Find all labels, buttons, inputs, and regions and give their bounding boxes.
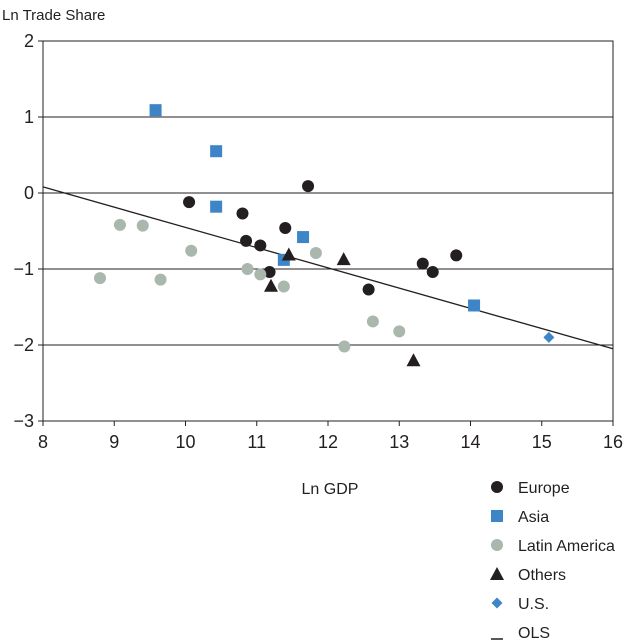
europe-point bbox=[279, 221, 292, 234]
u-s-point bbox=[543, 331, 555, 343]
legend-label-u-s: U.S. bbox=[518, 596, 549, 613]
europe-point bbox=[362, 283, 375, 296]
legend-marker-latin-america bbox=[491, 539, 503, 551]
ols-line bbox=[42, 186, 614, 350]
y-tick-label: 2 bbox=[24, 31, 34, 51]
x-tick-label: 10 bbox=[175, 432, 195, 452]
x-axis-label: Ln GDP bbox=[302, 481, 359, 498]
y-tick-label: −3 bbox=[13, 411, 34, 431]
latin-america-point bbox=[366, 315, 379, 328]
x-tick-label: 11 bbox=[247, 432, 266, 452]
plot-frame bbox=[42, 40, 614, 422]
asia-point bbox=[468, 299, 481, 312]
legend-label-europe: Europe bbox=[518, 480, 570, 497]
europe-point bbox=[240, 234, 253, 247]
legend-label-asia: Asia bbox=[518, 509, 549, 526]
legend-label-others: Others bbox=[518, 567, 566, 584]
others-point bbox=[406, 353, 421, 367]
y-tick-label: −2 bbox=[13, 335, 34, 355]
legend-marker-u-s bbox=[491, 597, 503, 609]
legend-marker-europe bbox=[491, 481, 503, 493]
latin-america-point bbox=[309, 247, 322, 260]
points-layer bbox=[94, 104, 555, 367]
latin-america-point bbox=[185, 244, 198, 257]
x-tick-label: 8 bbox=[38, 432, 48, 452]
y-ticks: 2 1 0 −1 −2 −3 bbox=[13, 31, 43, 431]
x-tick-label: 13 bbox=[389, 432, 409, 452]
europe-point bbox=[450, 249, 463, 262]
europe-point bbox=[183, 196, 196, 209]
latin-america-point bbox=[113, 218, 126, 231]
legend-label-latin-america: Latin America bbox=[518, 538, 615, 555]
legend-marker-others bbox=[490, 567, 504, 580]
legend-label-ols: OLS bbox=[518, 625, 550, 642]
latin-america-point bbox=[393, 325, 406, 338]
europe-point bbox=[236, 207, 249, 220]
latin-america-point bbox=[154, 273, 167, 286]
x-ticks: 8 9 10 11 12 13 14 15 16 bbox=[38, 421, 623, 452]
asia-point bbox=[149, 104, 162, 117]
x-tick-label: 16 bbox=[603, 432, 623, 452]
europe-point bbox=[254, 239, 267, 252]
asia-point bbox=[297, 231, 310, 244]
legend-marker-asia bbox=[491, 510, 503, 522]
ols-layer bbox=[42, 186, 614, 350]
x-tick-label: 12 bbox=[318, 432, 338, 452]
y-tick-label: −1 bbox=[13, 259, 34, 279]
others-point bbox=[264, 278, 278, 292]
asia-point bbox=[210, 200, 223, 213]
latin-america-point bbox=[338, 340, 351, 353]
latin-america-point bbox=[254, 268, 267, 281]
europe-point bbox=[416, 257, 429, 270]
europe-point bbox=[426, 266, 439, 279]
y-tick-label: 0 bbox=[24, 183, 34, 203]
latin-america-point bbox=[136, 219, 149, 232]
x-tick-label: 9 bbox=[109, 432, 119, 452]
y-axis-label: Ln Trade Share bbox=[2, 7, 105, 24]
latin-america-point bbox=[277, 280, 290, 293]
x-tick-label: 15 bbox=[532, 432, 552, 452]
y-tick-label: 1 bbox=[24, 107, 34, 127]
latin-america-point bbox=[94, 272, 106, 285]
grid-layer bbox=[43, 116, 613, 346]
asia-point bbox=[210, 145, 223, 158]
europe-point bbox=[302, 180, 315, 193]
x-tick-label: 14 bbox=[460, 432, 480, 452]
others-point bbox=[336, 252, 351, 266]
legend: Europe Asia Latin America Others U.S. OLS bbox=[490, 480, 615, 642]
latin-america-point bbox=[241, 263, 254, 275]
europe-point bbox=[263, 266, 276, 279]
others-point bbox=[281, 247, 296, 261]
